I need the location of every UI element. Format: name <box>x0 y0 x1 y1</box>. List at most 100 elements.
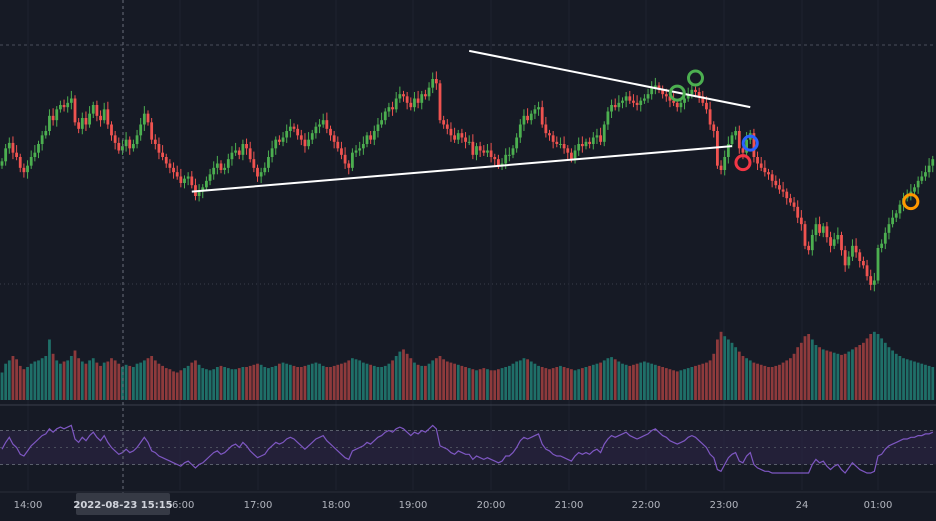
candle-body <box>424 94 427 97</box>
candle-body <box>175 172 179 177</box>
volume-bar <box>84 363 88 400</box>
volume-bar <box>150 356 154 400</box>
candle-body <box>555 141 559 144</box>
volume-bar <box>110 358 113 400</box>
volume-bar <box>157 363 161 400</box>
candle-body <box>168 163 172 168</box>
volume-bar <box>442 359 446 400</box>
volume-bar <box>591 364 595 400</box>
cursor-time-label-bg <box>76 493 170 515</box>
volume-bar <box>15 359 18 400</box>
volume-bar <box>153 360 157 400</box>
volume-bar <box>7 360 11 400</box>
candle-body <box>117 142 121 151</box>
candle-body <box>325 120 329 129</box>
candle-body <box>223 167 227 170</box>
x-tick-label: 14:00 <box>14 500 43 511</box>
volume-bar <box>617 361 621 400</box>
volume-bar <box>161 365 164 400</box>
volume-bar <box>653 364 657 400</box>
candle-body <box>139 124 143 136</box>
volume-bar <box>580 368 584 400</box>
candle-body <box>153 139 157 144</box>
candle-body <box>383 111 387 121</box>
volume-bar <box>573 370 577 400</box>
volume-bar <box>464 367 467 400</box>
volume-bar <box>303 365 307 400</box>
candle-body <box>606 111 610 125</box>
volume-bar <box>599 362 602 400</box>
candle-body <box>84 118 88 125</box>
volume-bar <box>489 370 493 400</box>
candle-body <box>263 167 267 173</box>
volume-bar <box>420 365 424 400</box>
volume-bar <box>723 336 727 400</box>
candle-body <box>862 261 865 266</box>
candle-body <box>730 135 734 144</box>
volume-bar <box>44 356 48 400</box>
volume-bar <box>478 369 482 400</box>
candle-body <box>310 133 314 140</box>
candle-body <box>40 135 44 144</box>
volume-bar <box>241 367 245 400</box>
candle-body <box>537 107 540 110</box>
candle-body <box>427 87 431 97</box>
candle-body <box>456 133 460 140</box>
candle-body <box>208 174 212 181</box>
volume-bar <box>142 360 146 400</box>
candle-body <box>602 124 606 142</box>
volume-bar <box>402 349 405 400</box>
volume-bar <box>902 358 905 400</box>
volume-bar <box>183 368 186 400</box>
signal-marker-green <box>687 69 704 87</box>
candle-body <box>369 135 373 140</box>
candle-body <box>672 100 675 103</box>
candle-body <box>44 131 48 136</box>
candle-body <box>847 256 851 266</box>
signal-marker-red <box>734 154 752 172</box>
volume-bar <box>657 365 661 400</box>
candle-body <box>639 100 643 105</box>
candle-body <box>234 150 237 153</box>
candle-body <box>486 150 489 153</box>
candle-body <box>205 180 208 188</box>
candle-body <box>161 152 164 157</box>
candle-body <box>219 163 223 170</box>
candle-body <box>522 115 526 125</box>
candle-body <box>577 144 581 151</box>
volume-bar <box>278 363 281 400</box>
volume-bar <box>453 363 456 400</box>
volume-bar <box>566 368 570 400</box>
candle-body <box>416 98 420 103</box>
candle-body <box>752 133 756 157</box>
volume-bar <box>132 367 135 400</box>
candle-body <box>504 154 508 164</box>
candle-body <box>792 202 796 207</box>
volume-bar <box>690 367 694 400</box>
candle-body <box>445 124 449 129</box>
candle-body <box>22 167 26 173</box>
volume-bar <box>767 367 770 400</box>
candle-body <box>88 113 91 125</box>
volume-bar <box>876 334 880 400</box>
candle-body <box>460 133 464 138</box>
volume-bar <box>135 363 139 400</box>
volume-bar <box>467 368 471 400</box>
candle-body <box>781 189 785 192</box>
candle-body <box>741 148 745 153</box>
candle-body <box>343 154 347 164</box>
volume-bar <box>292 365 296 400</box>
candle-body <box>248 148 252 160</box>
candle-body <box>190 176 194 186</box>
candle-body <box>475 146 478 155</box>
rsi-line <box>1 424 934 474</box>
candle-body <box>197 191 201 196</box>
candle-body <box>80 118 84 129</box>
volume-bar <box>862 342 865 400</box>
volume-bar <box>460 365 464 400</box>
candle-body <box>887 224 891 233</box>
volume-bar <box>186 365 190 400</box>
candle-body <box>694 89 697 92</box>
